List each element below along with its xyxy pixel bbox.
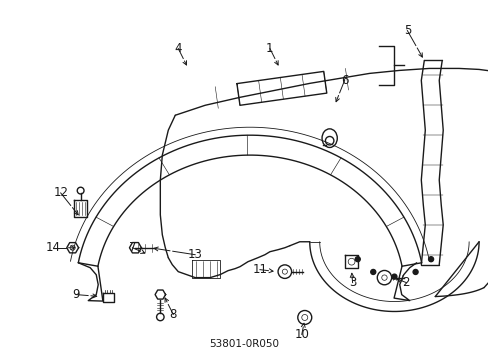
Text: 7: 7: [128, 241, 136, 254]
Text: 9: 9: [72, 288, 79, 301]
Circle shape: [412, 270, 417, 274]
Text: 12: 12: [53, 186, 68, 199]
Text: 5: 5: [403, 24, 410, 37]
Text: 4: 4: [174, 42, 182, 55]
Circle shape: [370, 270, 375, 274]
Text: 3: 3: [348, 276, 356, 289]
Text: 8: 8: [169, 308, 177, 321]
Circle shape: [391, 274, 396, 279]
Text: 14: 14: [45, 241, 60, 254]
Text: 1: 1: [265, 42, 273, 55]
Text: 53801-0R050: 53801-0R050: [209, 339, 279, 349]
Text: 6: 6: [340, 74, 347, 87]
Text: 13: 13: [187, 248, 202, 261]
Text: 10: 10: [294, 328, 308, 341]
Text: 11: 11: [252, 263, 267, 276]
Text: 2: 2: [402, 276, 409, 289]
Circle shape: [355, 257, 360, 262]
Circle shape: [427, 257, 433, 262]
